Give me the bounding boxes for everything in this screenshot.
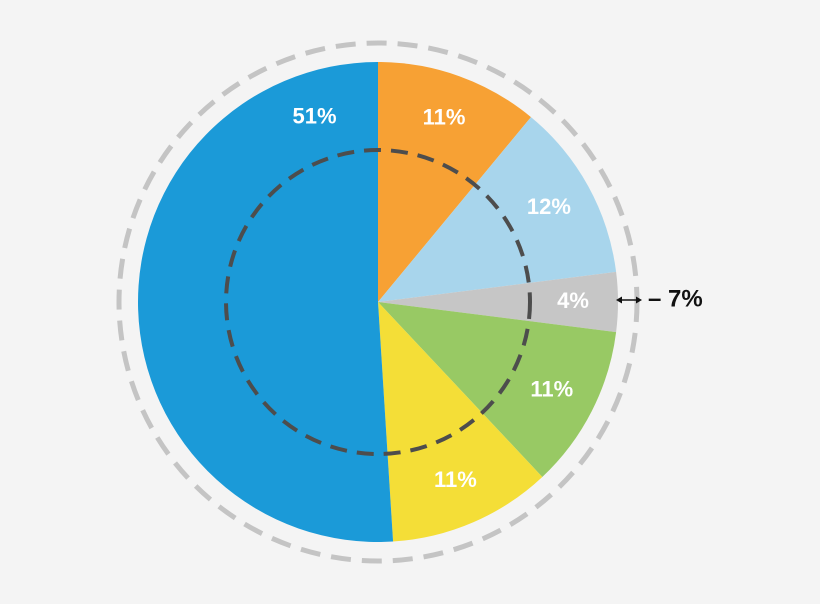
value-labels: 11% 12% 4% 11% 11% 51%	[292, 103, 588, 491]
pie	[138, 62, 619, 542]
pie-slice	[378, 271, 619, 333]
arrow	[616, 296, 642, 304]
value-label: 11%	[530, 376, 573, 401]
value-label: 51%	[292, 103, 336, 128]
pie-slice	[378, 62, 531, 302]
value-label: 4%	[557, 288, 589, 313]
value-label: 11%	[434, 467, 477, 492]
value-label: 12%	[527, 194, 571, 219]
annotation: – 7%	[648, 285, 703, 312]
pie-slice	[138, 62, 394, 542]
inner-dashed-ring	[224, 148, 532, 456]
value-label: 11%	[423, 104, 466, 129]
arrow-head	[616, 296, 622, 304]
arrow-head	[636, 296, 642, 304]
pie-slice	[378, 117, 617, 303]
pie-slice	[378, 302, 617, 477]
pie-slice	[378, 302, 543, 542]
